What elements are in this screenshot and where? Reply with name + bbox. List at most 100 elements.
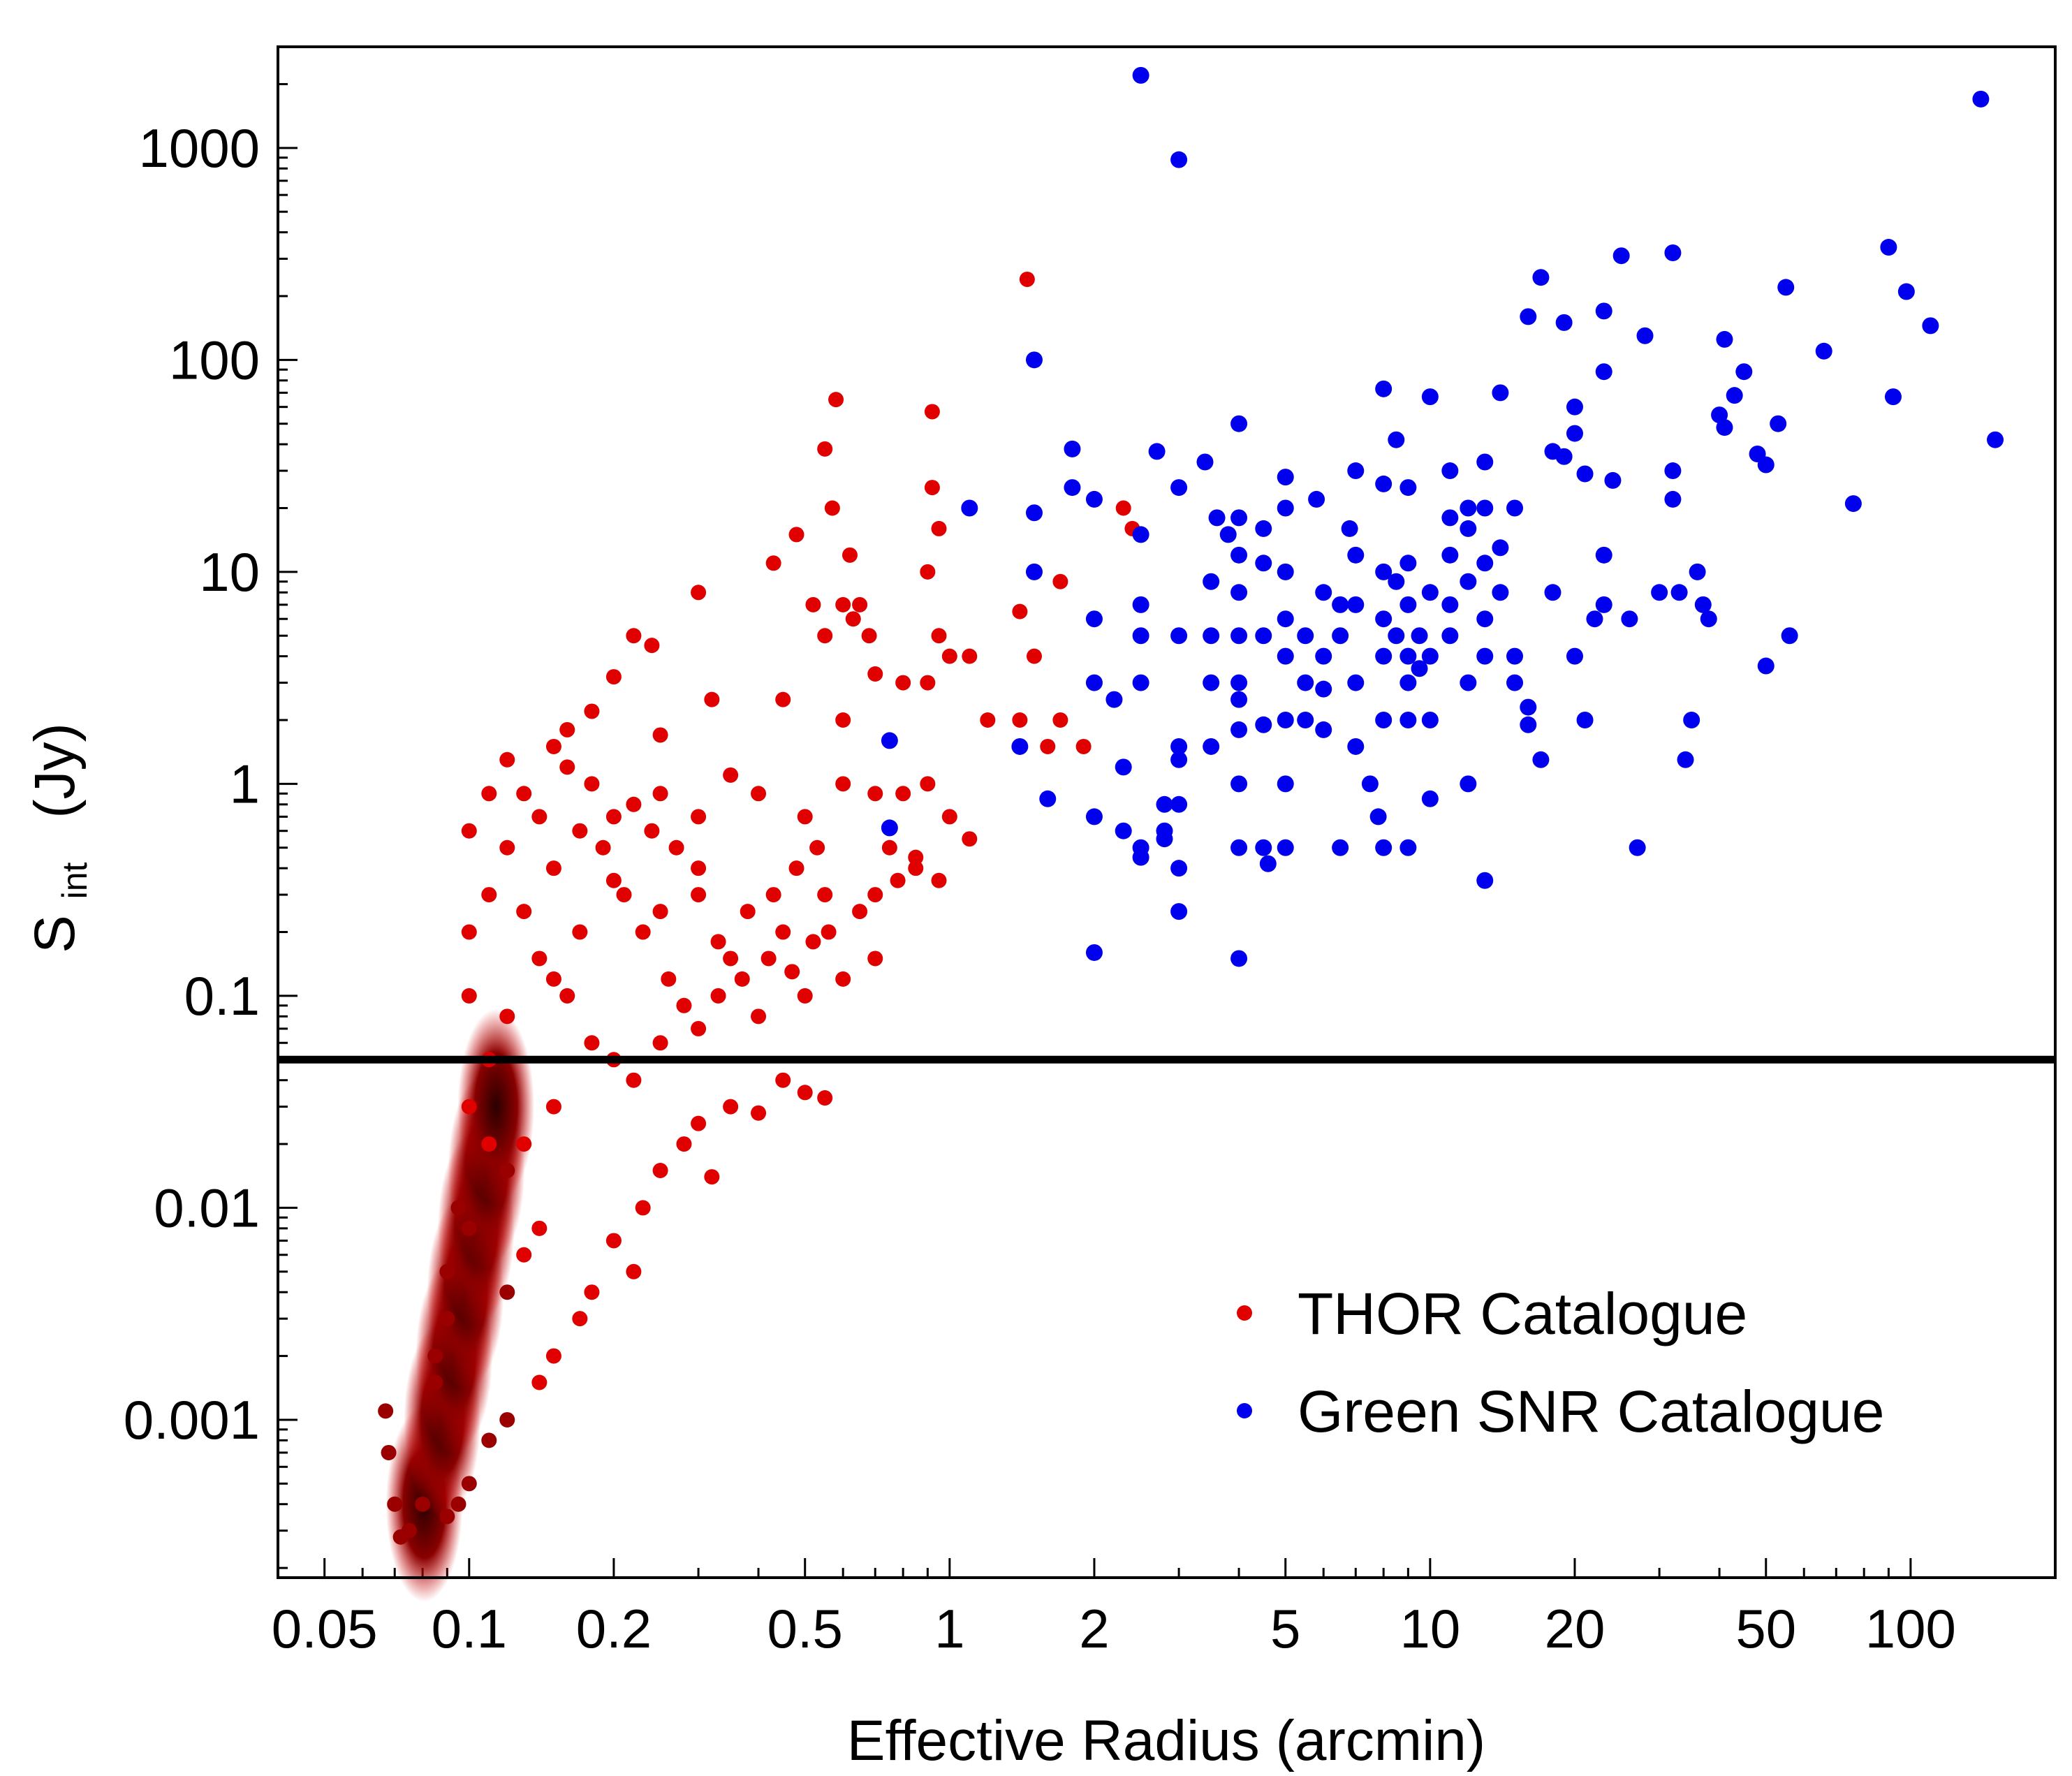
green-snr-point	[1230, 691, 1248, 708]
thor-point	[817, 628, 833, 644]
thor-point	[941, 809, 957, 825]
green-snr-point	[1399, 712, 1417, 729]
thor-point	[516, 1247, 532, 1263]
thor-point	[572, 1311, 588, 1327]
thor-point	[378, 1403, 394, 1419]
green-snr-point	[1555, 314, 1573, 331]
green-snr-point	[1441, 596, 1459, 613]
thor-point	[867, 786, 883, 802]
thor-point	[845, 611, 861, 627]
thor-point	[788, 527, 804, 543]
thor-point	[559, 759, 575, 775]
green-snr-point	[1132, 674, 1149, 691]
thor-point	[652, 786, 668, 802]
green-snr-point	[1255, 555, 1272, 572]
green-snr-point	[1375, 712, 1393, 729]
green-snr-point	[1315, 680, 1332, 698]
green-snr-point	[1347, 462, 1365, 480]
green-snr-point	[1085, 610, 1103, 628]
green-snr-point	[1651, 584, 1668, 601]
green-snr-point	[1388, 573, 1405, 590]
thor-point	[461, 988, 477, 1004]
green-snr-point	[1347, 596, 1365, 613]
green-snr-point	[1399, 479, 1417, 497]
green-snr-point	[1621, 610, 1638, 628]
green-snr-point	[1085, 490, 1103, 508]
green-snr-point	[1115, 758, 1132, 776]
green-snr-point	[1341, 520, 1358, 537]
green-snr-point	[1987, 431, 2004, 448]
thor-point	[1052, 712, 1068, 728]
green-snr-point	[1230, 721, 1248, 738]
green-snr-point	[1170, 795, 1188, 813]
green-snr-point	[1039, 790, 1057, 807]
green-snr-series	[881, 66, 2004, 967]
green-snr-point	[1230, 775, 1248, 793]
thor-point	[723, 767, 739, 783]
thor-point	[797, 1085, 813, 1101]
green-snr-point	[1421, 388, 1439, 406]
green-snr-point	[1399, 555, 1417, 572]
green-snr-point	[1460, 499, 1477, 517]
thor-point	[775, 691, 791, 707]
thor-point	[481, 786, 497, 802]
green-snr-point	[1255, 716, 1272, 733]
green-snr-point	[1612, 247, 1630, 265]
green-snr-point	[1670, 584, 1688, 601]
green-snr-point	[1735, 363, 1753, 381]
thor-point	[545, 860, 561, 876]
green-snr-point	[1277, 775, 1294, 793]
thor-point	[867, 666, 883, 682]
thor-point	[381, 1444, 397, 1460]
thor-point	[817, 887, 833, 903]
thor-point	[1040, 738, 1056, 754]
y-tick-label: 10	[199, 541, 260, 603]
thor-point	[890, 872, 906, 888]
green-snr-point	[1297, 674, 1314, 691]
green-snr-point	[1586, 610, 1603, 628]
green-snr-point	[881, 819, 898, 837]
thor-point	[605, 1233, 622, 1249]
green-snr-point	[1085, 944, 1103, 961]
y-axis-label-main: S	[23, 915, 87, 953]
legend-marker-thor	[1237, 1305, 1252, 1321]
thor-point	[710, 988, 726, 1004]
thor-point	[861, 628, 877, 644]
green-snr-point	[1011, 737, 1029, 755]
thor-point	[1012, 712, 1028, 728]
green-snr-point	[1411, 627, 1428, 645]
thor-point	[817, 441, 833, 457]
green-snr-point	[1315, 721, 1332, 738]
thor-point	[427, 1374, 443, 1390]
green-snr-point	[1132, 849, 1149, 866]
green-snr-point	[1492, 584, 1509, 601]
x-tick-label: 0.2	[576, 1598, 652, 1659]
green-snr-point	[1375, 610, 1393, 628]
x-tick-label: 1	[934, 1598, 964, 1659]
green-snr-point	[1025, 563, 1043, 580]
thor-point	[1019, 271, 1035, 287]
green-snr-point	[1777, 279, 1795, 296]
thor-point	[835, 596, 851, 612]
green-snr-point	[1170, 479, 1188, 497]
thor-point	[835, 712, 851, 728]
green-snr-point	[961, 499, 978, 517]
thor-point	[652, 1162, 668, 1178]
green-snr-point	[1689, 563, 1706, 580]
thor-point	[572, 823, 588, 839]
thor-point	[626, 628, 642, 644]
green-snr-point	[1520, 308, 1537, 325]
green-snr-point	[1476, 610, 1494, 628]
thor-point	[481, 887, 497, 903]
thor-point	[461, 1476, 477, 1492]
green-snr-point	[1297, 627, 1314, 645]
green-snr-point	[1156, 795, 1173, 813]
thor-point	[461, 924, 477, 940]
green-snr-point	[1506, 499, 1524, 517]
thor-point	[941, 648, 957, 664]
green-snr-point	[1460, 573, 1477, 590]
thor-point	[626, 1072, 642, 1088]
thor-point	[740, 904, 756, 920]
green-snr-point	[1716, 330, 1733, 348]
